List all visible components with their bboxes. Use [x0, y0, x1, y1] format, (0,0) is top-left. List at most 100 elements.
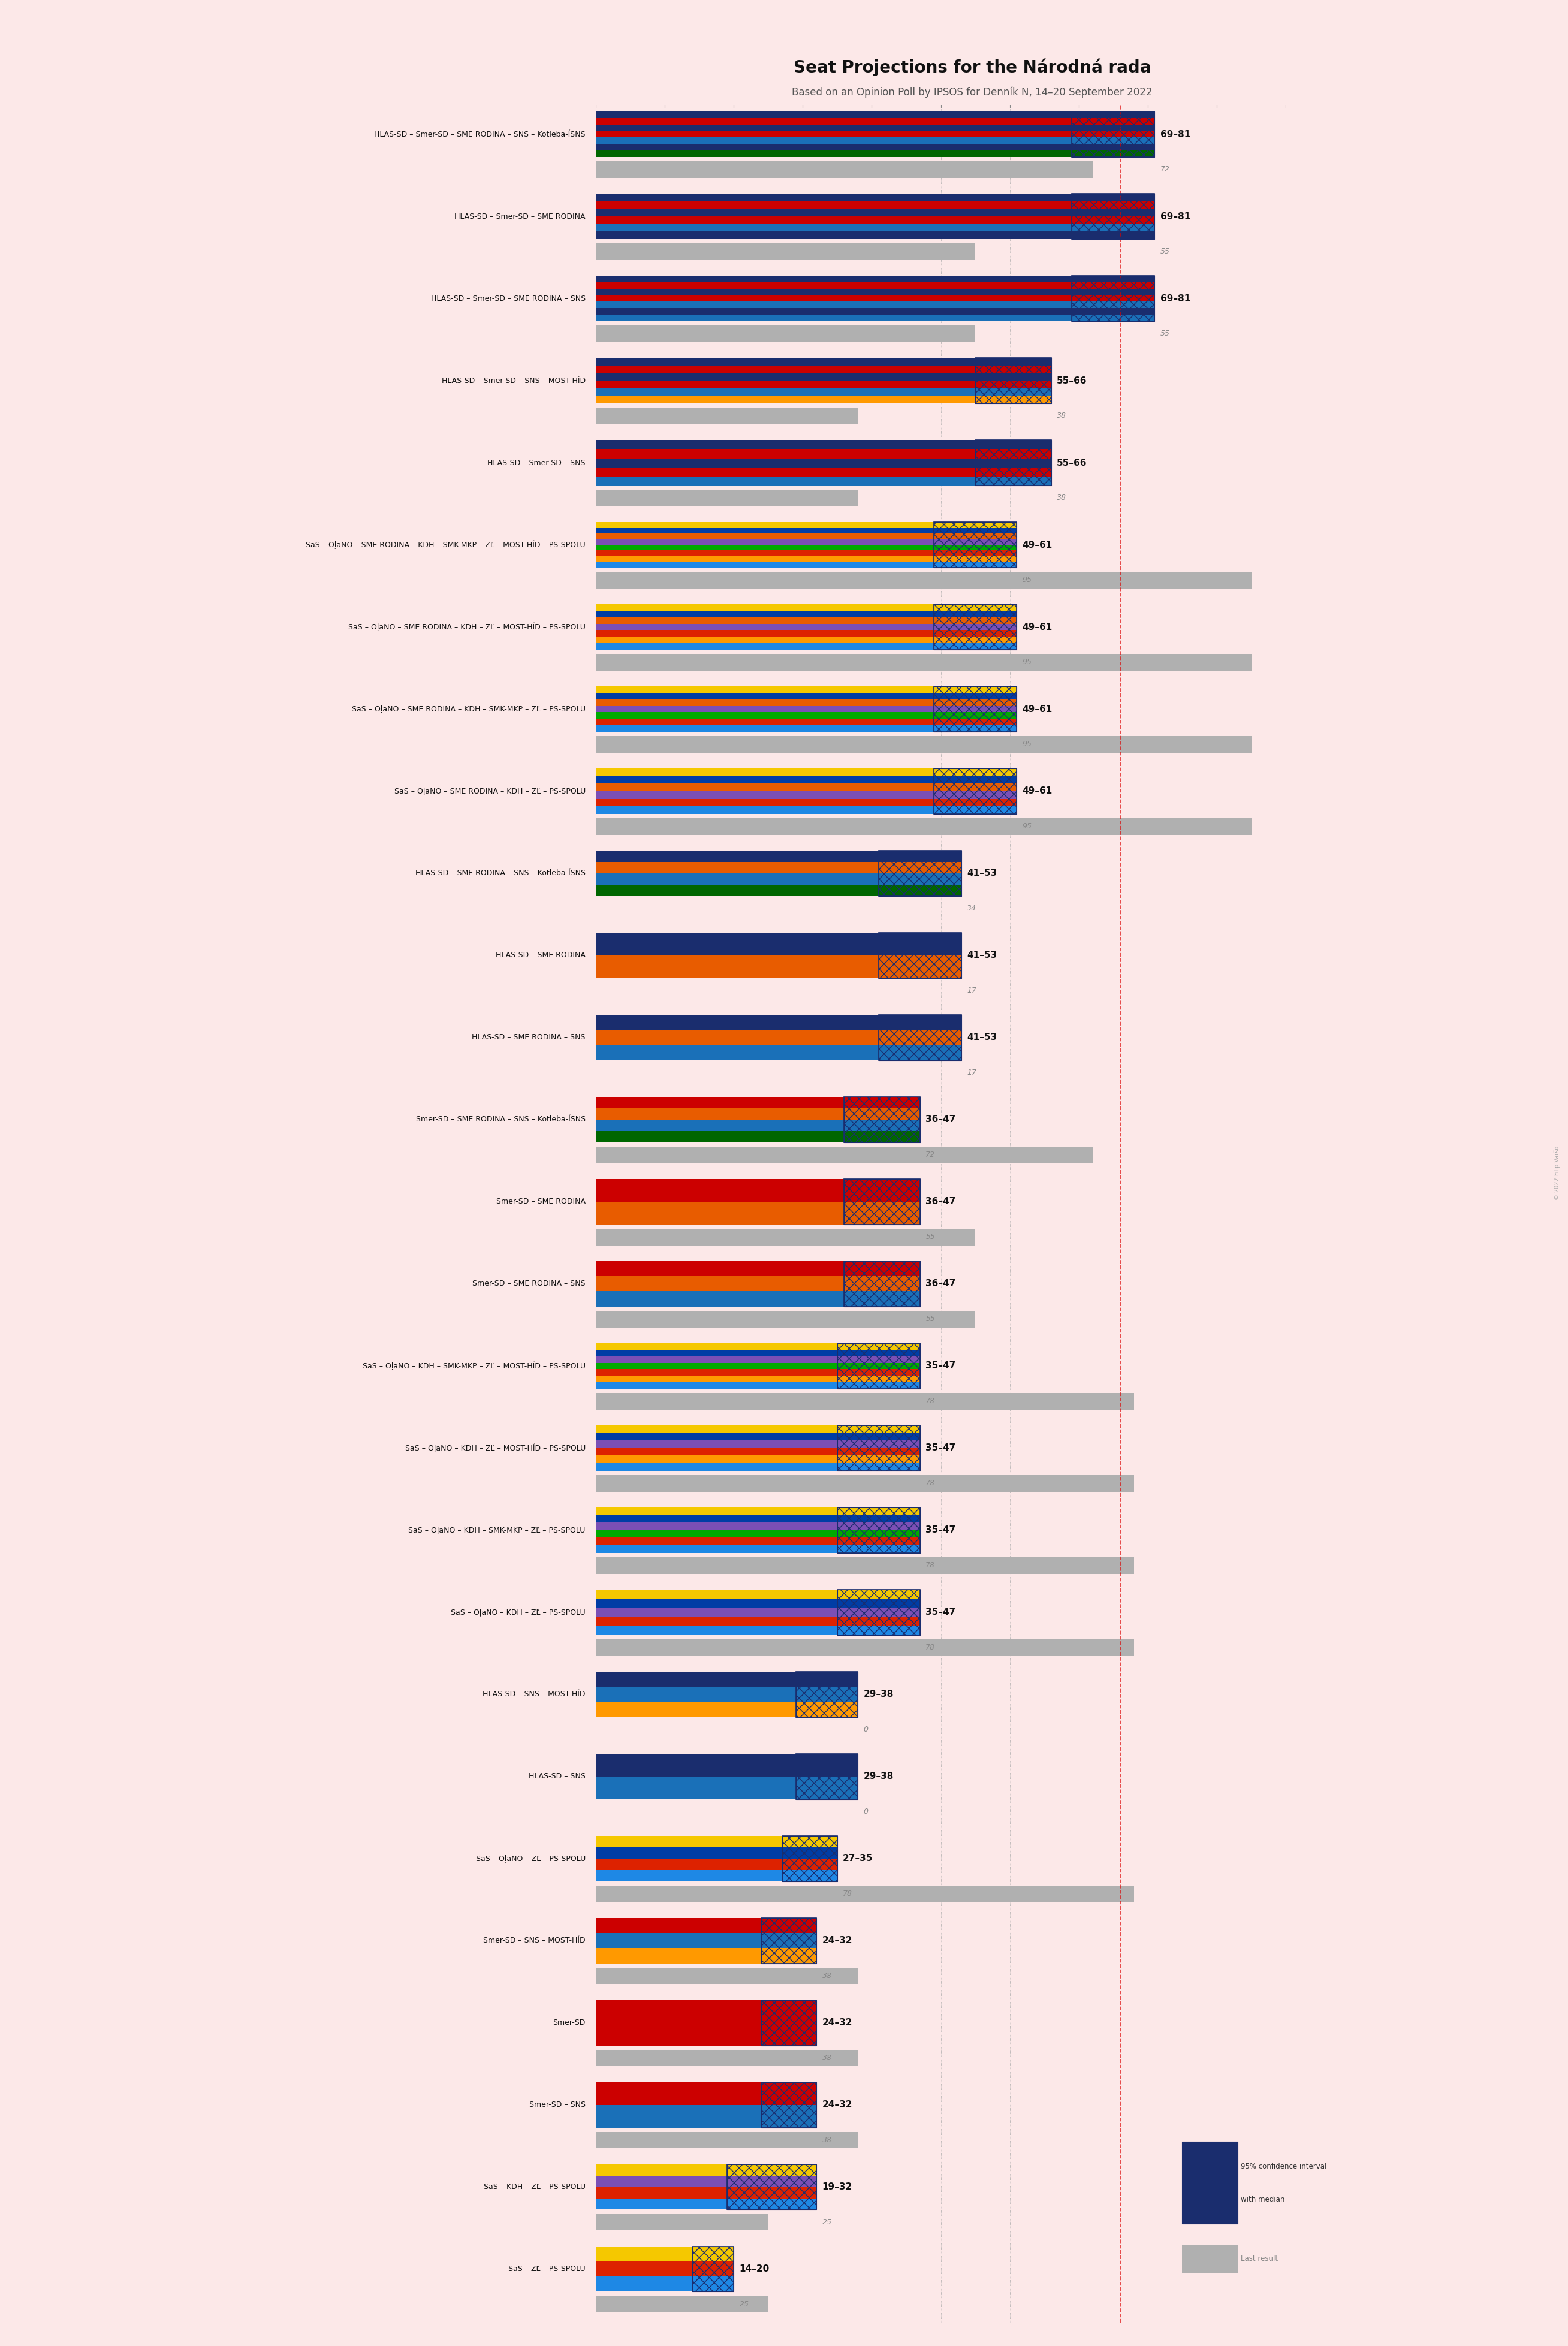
Bar [596, 1131, 920, 1143]
Bar [596, 1276, 920, 1290]
Bar [782, 1837, 837, 1881]
Text: 36–47: 36–47 [925, 1196, 956, 1206]
Bar [596, 366, 1051, 373]
Bar [596, 852, 961, 861]
Bar [596, 523, 1016, 528]
Text: 78: 78 [925, 1480, 935, 1487]
Bar [975, 359, 1051, 404]
Bar [596, 143, 1154, 150]
Text: 55: 55 [925, 1234, 935, 1241]
Bar [596, 303, 1154, 307]
Bar [596, 1370, 920, 1375]
Bar [596, 1701, 858, 1717]
Bar [596, 1607, 920, 1616]
Bar [596, 737, 1251, 753]
Text: 35–47: 35–47 [925, 1607, 956, 1616]
Bar [596, 1591, 920, 1598]
Bar [596, 718, 1016, 725]
Bar [596, 784, 1016, 791]
Bar [1073, 195, 1154, 239]
Text: 55: 55 [1160, 249, 1170, 256]
Bar [596, 2133, 858, 2149]
Bar [596, 387, 1051, 396]
Bar [596, 1382, 920, 1389]
Text: 95% confidence interval: 95% confidence interval [1240, 2163, 1327, 2170]
Text: Smer-SD: Smer-SD [554, 2020, 585, 2027]
Text: 35–47: 35–47 [925, 1361, 956, 1370]
Bar [596, 223, 1154, 232]
Bar [596, 533, 1016, 540]
Bar [596, 195, 1154, 202]
Bar [596, 289, 1154, 296]
Text: HLAS-SD – SNS: HLAS-SD – SNS [528, 1774, 585, 1781]
Bar [596, 131, 1154, 138]
Bar [596, 1598, 920, 1607]
Bar [596, 631, 1016, 636]
Bar [596, 467, 1051, 476]
Bar [797, 1755, 858, 1799]
Text: HLAS-SD – SNS – MOST-HÍD: HLAS-SD – SNS – MOST-HÍD [483, 1691, 585, 1699]
Bar [596, 1537, 920, 1546]
Text: SaS – OļaNO – KDH – SMK-MKP – ZĽ – MOST-HÍD – PS-SPOLU: SaS – OļaNO – KDH – SMK-MKP – ZĽ – MOST-… [362, 1361, 585, 1370]
Bar [596, 777, 1016, 784]
Bar [596, 1858, 837, 1870]
Text: SaS – OļaNO – SME RODINA – KDH – SMK-MKP – ZĽ – PS-SPOLU: SaS – OļaNO – SME RODINA – KDH – SMK-MKP… [351, 706, 585, 713]
Bar [596, 216, 1154, 223]
Bar [596, 359, 1051, 366]
Bar [762, 2083, 817, 2128]
Text: SaS – OļaNO – SME RODINA – KDH – SMK-MKP – ZĽ – MOST-HÍD – PS-SPOLU: SaS – OļaNO – SME RODINA – KDH – SMK-MKP… [306, 540, 585, 549]
Text: 78: 78 [925, 1398, 935, 1405]
Bar [596, 572, 1251, 589]
Bar [975, 441, 1051, 486]
Bar [596, 1546, 920, 1553]
Bar [596, 162, 1093, 178]
Bar [596, 692, 1016, 699]
Text: SaS – OļaNO – SME RODINA – KDH – ZĽ – PS-SPOLU: SaS – OļaNO – SME RODINA – KDH – ZĽ – PS… [394, 788, 585, 795]
Bar [596, 373, 1051, 380]
Bar [596, 791, 1016, 798]
Bar [596, 1776, 858, 1799]
Text: 49–61: 49–61 [1022, 622, 1052, 631]
Bar [596, 1476, 1134, 1492]
Text: Smer-SD – SME RODINA – SNS – Kotleba-ĺSNS: Smer-SD – SME RODINA – SNS – Kotleba-ĺSN… [416, 1117, 585, 1124]
Bar [596, 209, 1154, 216]
Bar [596, 1616, 920, 1626]
Bar [844, 1180, 920, 1225]
Text: 25: 25 [740, 2301, 750, 2308]
Bar [596, 2215, 768, 2231]
Bar [797, 1673, 858, 1717]
Text: 55–66: 55–66 [1057, 375, 1087, 385]
Text: 35–47: 35–47 [925, 1525, 956, 1534]
Text: 78: 78 [925, 1562, 935, 1569]
Bar [596, 1098, 920, 1107]
Bar [596, 699, 1016, 706]
Bar [596, 1530, 920, 1537]
Text: Smer-SD – SME RODINA – SNS: Smer-SD – SME RODINA – SNS [472, 1281, 585, 1288]
Text: with median: with median [1240, 2196, 1284, 2203]
Text: 95: 95 [1022, 823, 1032, 830]
Bar [596, 1426, 920, 1433]
Bar [596, 605, 1016, 610]
Bar [596, 150, 1154, 157]
Bar [596, 1933, 817, 1947]
Text: 55: 55 [925, 1316, 935, 1323]
Bar [596, 2276, 734, 2292]
Bar [596, 1455, 920, 1464]
Text: SaS – OļaNO – SME RODINA – KDH – ZĽ – MOST-HÍD – PS-SPOLU: SaS – OļaNO – SME RODINA – KDH – ZĽ – MO… [348, 622, 585, 631]
Bar [935, 605, 1016, 650]
Text: HLAS-SD – Smer-SD – SME RODINA – SNS: HLAS-SD – Smer-SD – SME RODINA – SNS [431, 296, 585, 303]
Bar [596, 1363, 920, 1370]
Text: 17: 17 [967, 988, 977, 995]
Bar [596, 296, 1154, 303]
Bar [844, 1262, 920, 1307]
Bar [596, 540, 1016, 544]
Bar [596, 1464, 920, 1471]
Bar [596, 528, 1016, 533]
Bar [596, 807, 1016, 814]
Bar [596, 1440, 920, 1447]
Bar [596, 1433, 920, 1440]
Bar [596, 610, 1016, 617]
Bar [596, 138, 1154, 143]
Text: 55: 55 [1160, 331, 1170, 338]
Bar [596, 636, 1016, 643]
